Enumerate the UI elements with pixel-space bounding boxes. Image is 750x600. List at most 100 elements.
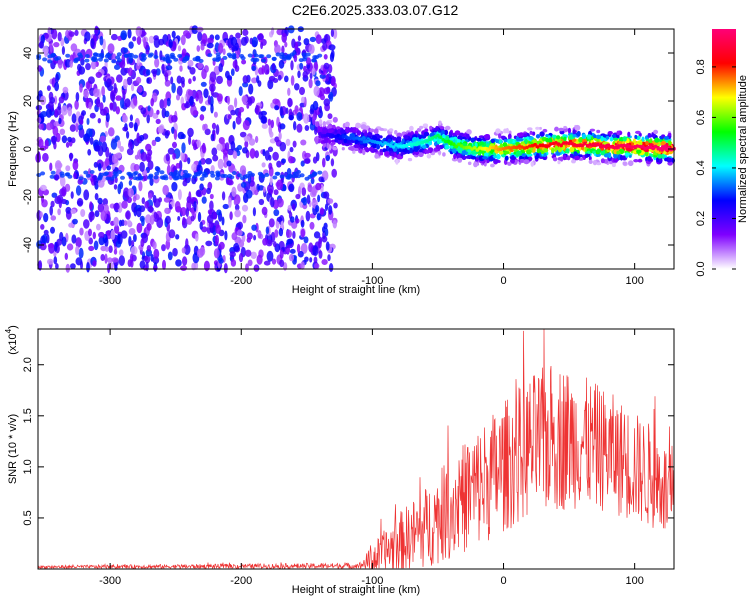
noise-cell bbox=[148, 52, 154, 57]
noise-cell bbox=[162, 57, 168, 62]
noise-cell bbox=[299, 173, 305, 178]
noise-cell bbox=[148, 192, 153, 200]
signal-cell bbox=[452, 148, 457, 154]
noise-cell bbox=[189, 67, 196, 75]
noise-cell bbox=[305, 52, 311, 57]
noise-cell bbox=[164, 110, 170, 118]
signal-cell bbox=[624, 152, 630, 157]
y-tick-label: -40 bbox=[22, 237, 34, 253]
noise-cell bbox=[251, 36, 258, 48]
signal-cell bbox=[332, 124, 336, 130]
signal-cell bbox=[563, 125, 567, 129]
noise-cell bbox=[270, 102, 276, 109]
noise-cell bbox=[85, 81, 91, 90]
noise-cell bbox=[185, 238, 189, 250]
noise-cell bbox=[230, 109, 236, 116]
noise-cell bbox=[52, 126, 59, 136]
noise-cell bbox=[299, 86, 305, 96]
noise-cell bbox=[153, 175, 159, 180]
noise-cell bbox=[93, 161, 98, 168]
noise-cell bbox=[113, 172, 119, 177]
noise-cell bbox=[102, 94, 106, 103]
signal-cell bbox=[474, 142, 478, 148]
noise-cell bbox=[281, 32, 288, 43]
noise-cell bbox=[40, 95, 47, 106]
noise-cell bbox=[53, 256, 58, 265]
noise-cell bbox=[191, 163, 197, 172]
noise-cell bbox=[298, 58, 304, 63]
noise-cell bbox=[249, 148, 256, 159]
noise-cell bbox=[166, 97, 171, 107]
noise-cell bbox=[49, 42, 53, 53]
signal-cell bbox=[317, 125, 323, 132]
noise-cell bbox=[187, 127, 194, 138]
signal-cell bbox=[337, 138, 342, 145]
noise-cell bbox=[187, 59, 194, 67]
noise-cell bbox=[214, 34, 220, 41]
signal-cell bbox=[402, 148, 408, 153]
signal-cell bbox=[373, 148, 377, 153]
signal-cell bbox=[379, 152, 384, 156]
noise-cell bbox=[49, 205, 53, 216]
signal-cell bbox=[362, 139, 367, 144]
signal-cell bbox=[394, 130, 398, 135]
noise-cell bbox=[164, 130, 169, 139]
signal-cell bbox=[507, 161, 512, 166]
noise-cell bbox=[176, 94, 180, 101]
noise-cell bbox=[227, 180, 234, 186]
snr-x-ticks: -300 -200 -100 0 100 bbox=[99, 329, 644, 587]
noise-cell bbox=[260, 41, 264, 50]
noise-cell bbox=[154, 58, 160, 68]
noise-cell bbox=[218, 258, 224, 264]
noise-cell bbox=[107, 257, 113, 264]
noise-cell bbox=[117, 233, 121, 245]
signal-cell bbox=[396, 136, 402, 141]
noise-cell bbox=[70, 191, 74, 199]
spectrogram-y-label: Frequency (Hz) bbox=[7, 111, 19, 187]
noise-cell bbox=[111, 33, 118, 41]
noise-cell bbox=[255, 222, 259, 233]
signal-cell bbox=[424, 128, 429, 133]
colorbar-tick-label: 0.0 bbox=[695, 261, 707, 276]
signal-cell bbox=[535, 145, 540, 149]
noise-cell bbox=[177, 53, 183, 58]
signal-cell bbox=[457, 142, 461, 147]
noise-cell bbox=[53, 42, 60, 48]
noise-cell bbox=[279, 141, 287, 152]
signal-cell bbox=[519, 132, 524, 137]
signal-cell bbox=[465, 155, 471, 159]
noise-cell bbox=[176, 75, 182, 84]
noise-cell bbox=[111, 164, 116, 170]
signal-cell bbox=[366, 125, 369, 131]
noise-cell bbox=[256, 254, 263, 265]
noise-cell bbox=[55, 263, 59, 270]
noise-cell bbox=[148, 205, 154, 214]
noise-cell bbox=[234, 97, 238, 108]
noise-cell bbox=[154, 136, 161, 142]
noise-cell bbox=[190, 215, 195, 222]
noise-cell bbox=[57, 208, 61, 216]
signal-cell bbox=[664, 157, 669, 162]
noise-cell bbox=[318, 250, 323, 259]
noise-cell bbox=[224, 230, 228, 241]
noise-cell bbox=[286, 229, 292, 238]
signal-cell bbox=[634, 134, 638, 140]
signal-cell bbox=[528, 144, 532, 148]
noise-cell bbox=[145, 49, 150, 55]
noise-cell bbox=[114, 64, 121, 70]
noise-cell bbox=[233, 242, 240, 252]
noise-cell bbox=[288, 253, 295, 262]
noise-cell bbox=[284, 41, 288, 48]
noise-cell bbox=[78, 247, 84, 259]
signal-cell bbox=[622, 136, 627, 142]
noise-cell bbox=[233, 199, 238, 206]
noise-cell bbox=[289, 248, 296, 254]
noise-cell bbox=[146, 223, 152, 231]
noise-cell bbox=[246, 237, 251, 243]
noise-cell bbox=[89, 170, 95, 174]
noise-cell bbox=[61, 135, 68, 144]
x-tick-label: 100 bbox=[625, 575, 643, 587]
noise-cell bbox=[132, 176, 138, 181]
noise-cell bbox=[97, 179, 105, 188]
noise-cell bbox=[288, 114, 295, 121]
